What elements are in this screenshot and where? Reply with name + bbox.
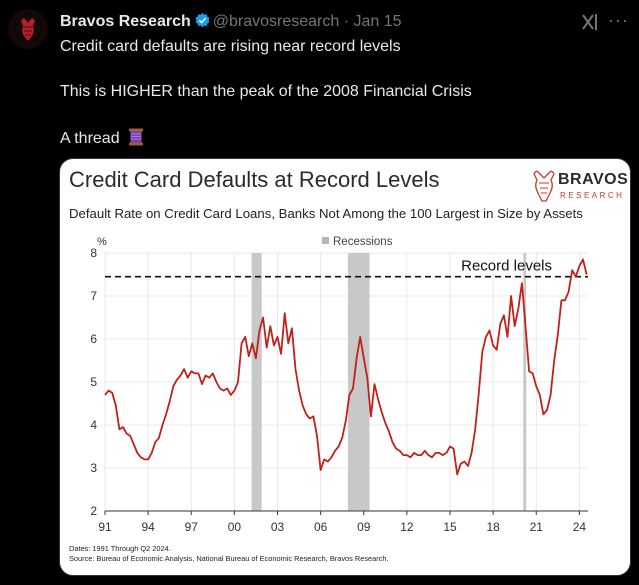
x-tick-label: 91 bbox=[98, 520, 112, 534]
recessions-legend-swatch bbox=[322, 237, 329, 244]
chart-subtitle: Default Rate on Credit Card Loans, Banks… bbox=[69, 206, 583, 221]
y-tick-label: 3 bbox=[90, 461, 97, 475]
x-tick-label: 18 bbox=[486, 520, 500, 534]
x-tick-label: 09 bbox=[357, 520, 371, 534]
y-tick-label: 2 bbox=[90, 504, 97, 518]
chart-title: Credit Card Defaults at Record Levels bbox=[69, 167, 440, 192]
x-tick-label: 06 bbox=[314, 520, 328, 534]
recessions-legend-label: Recessions bbox=[333, 236, 393, 248]
x-tick-label: 24 bbox=[573, 520, 587, 534]
post-header: Bravos Research @bravosresearch · Jan 15 bbox=[60, 12, 402, 34]
y-tick-label: 5 bbox=[90, 375, 97, 389]
post-text-line-2: This is HIGHER than the peak of the 2008… bbox=[60, 83, 472, 100]
spool-of-thread-icon bbox=[126, 127, 146, 152]
brand-logo: BRAVOS RESEARCH bbox=[530, 167, 628, 207]
bull-logo-icon bbox=[533, 170, 555, 202]
avatar[interactable] bbox=[8, 9, 48, 49]
y-tick-label: 8 bbox=[90, 246, 97, 260]
x-tick-label: 94 bbox=[141, 520, 155, 534]
separator-dot: · bbox=[343, 13, 350, 30]
post-text-thread: A thread bbox=[60, 130, 120, 147]
x-tick-label: 21 bbox=[530, 520, 544, 534]
y-axis-label: % bbox=[97, 236, 107, 248]
chart-footnote-source: Source: Bureau of Economic Analysis, Nat… bbox=[69, 554, 389, 563]
record-level-label: Record levels bbox=[461, 258, 552, 275]
post-text-line-3: A thread bbox=[60, 127, 146, 152]
recession-bar bbox=[347, 253, 370, 511]
y-tick-label: 4 bbox=[90, 418, 97, 432]
x-tick-label: 03 bbox=[271, 520, 285, 534]
post-text-line-1: Credit card defaults are rising near rec… bbox=[60, 38, 401, 55]
y-tick-label: 7 bbox=[90, 289, 97, 303]
series-line bbox=[104, 258, 588, 476]
author-name[interactable]: Bravos Research bbox=[60, 13, 191, 30]
author-handle[interactable]: @bravosresearch bbox=[212, 13, 340, 30]
brand-subtitle: RESEARCH bbox=[560, 191, 625, 200]
brand-name: BRAVOS bbox=[558, 171, 629, 188]
y-tick-label: 6 bbox=[90, 332, 97, 346]
x-tick-label: 15 bbox=[443, 520, 457, 534]
verified-badge-icon bbox=[194, 12, 211, 34]
chart-footnote-dates: Dates: 1991 Through Q2 2024. bbox=[69, 544, 171, 553]
recession-bar bbox=[251, 253, 262, 511]
bull-logo-icon bbox=[8, 9, 48, 49]
x-tick-label: 12 bbox=[400, 520, 414, 534]
more-icon[interactable]: ··· bbox=[608, 10, 629, 30]
x-tick-label: 00 bbox=[228, 520, 242, 534]
grok-icon[interactable] bbox=[580, 12, 600, 37]
chart-plot: 91 94 97 00 03 06 09 12 15 18 21 24 2 3 4 5 6 7 8% Recessio… bbox=[90, 236, 588, 534]
post-date[interactable]: Jan 15 bbox=[353, 13, 402, 30]
chart-image-card[interactable]: Credit Card Defaults at Record Levels BR… bbox=[59, 158, 631, 576]
recession-bar bbox=[523, 253, 527, 511]
x-tick-label: 97 bbox=[185, 520, 199, 534]
